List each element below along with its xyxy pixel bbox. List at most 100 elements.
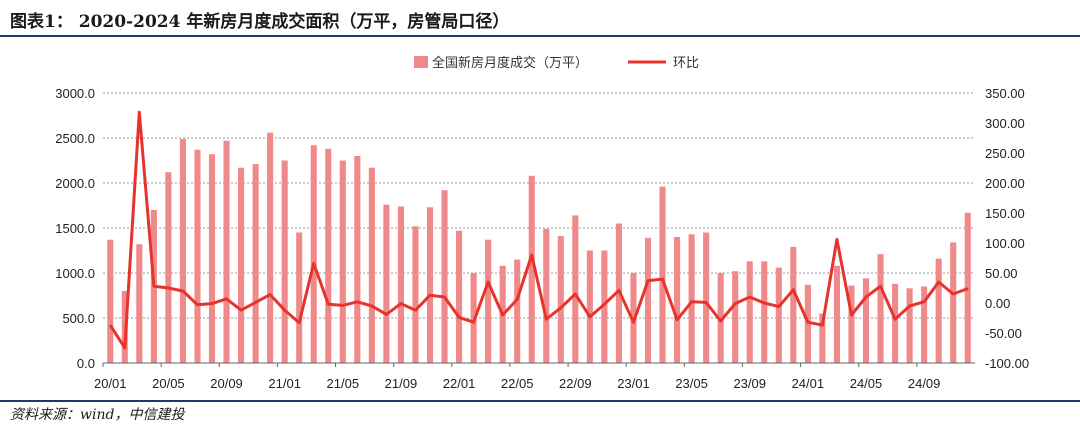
line-point (414, 309, 417, 312)
line-point (545, 318, 548, 321)
line-point (443, 296, 446, 298)
y-right-tick-label: 50.00 (985, 266, 1018, 281)
bar (761, 261, 768, 363)
line-point (879, 285, 882, 288)
bar (877, 254, 884, 363)
line-path (109, 110, 969, 350)
bar (746, 261, 753, 363)
line-point (719, 320, 722, 322)
bar (572, 215, 579, 363)
bar (485, 239, 492, 363)
line-point (560, 307, 562, 309)
grid-lines (103, 92, 975, 319)
line-point (153, 285, 155, 288)
line-point (530, 254, 533, 256)
bar (732, 271, 739, 363)
line-point (225, 298, 228, 300)
bar (325, 148, 332, 363)
bar (833, 265, 840, 363)
y-left-tick-label: 500.0 (62, 311, 95, 326)
y-right-tick-label: 250.00 (985, 146, 1025, 161)
bar (412, 226, 419, 363)
line-point (487, 281, 489, 283)
bar (354, 156, 361, 363)
y-right-tick-label: 0.00 (985, 296, 1010, 311)
line-point (167, 287, 170, 289)
line-point (211, 302, 213, 305)
line-point (589, 316, 591, 318)
line-point (632, 321, 635, 324)
line-point (516, 298, 518, 301)
y-axis-left: 0.0 500.0 1000.0 1500.0 2000.0 2500.0 3000.0 (55, 86, 95, 371)
line-point (196, 304, 199, 306)
line-point (865, 296, 867, 298)
line-point (109, 324, 112, 327)
line-point (618, 289, 620, 292)
bar (208, 154, 216, 363)
line-point (923, 301, 925, 303)
y-right-tick-label: 200.00 (985, 176, 1025, 191)
bar (921, 286, 928, 363)
bar (238, 167, 245, 363)
x-tick-label: 24/01 (792, 376, 825, 391)
y-right-tick-label: 100.00 (985, 236, 1025, 251)
chart-title: 图表1： 2020-2024 年新房月度成交面积（万平，房管局口径） (10, 12, 510, 32)
chart: 0.0 500.0 1000.0 1500.0 2000.0 2500.0 3000.0 -… (55, 55, 1029, 391)
line-point (269, 293, 271, 296)
line-point (342, 304, 344, 307)
bar (179, 138, 186, 363)
bar (557, 236, 564, 363)
bar (368, 167, 375, 363)
x-tick-label: 21/01 (268, 376, 301, 391)
bar (674, 237, 681, 363)
x-tick-label: 23/05 (675, 376, 708, 391)
x-tick-label: 23/09 (733, 376, 766, 391)
bar (281, 160, 288, 363)
line-point (298, 322, 301, 324)
line-point (937, 281, 940, 283)
x-tick-label: 24/05 (850, 376, 883, 391)
bar (906, 288, 913, 363)
bar (601, 250, 608, 363)
bar (819, 313, 826, 363)
line-point (472, 321, 475, 324)
line-point (240, 309, 242, 312)
line-point (647, 280, 649, 282)
line-series (109, 110, 969, 350)
line-point (966, 287, 969, 290)
x-tick-label: 23/01 (617, 376, 650, 391)
bar (586, 250, 593, 363)
bar (426, 207, 434, 363)
line-point (400, 302, 402, 305)
line-point (312, 262, 315, 265)
bar-series (107, 132, 971, 363)
bar (543, 228, 550, 363)
legend-label-line: 环比 (673, 56, 699, 71)
bar (514, 259, 521, 363)
line-point (690, 301, 693, 303)
bar (528, 175, 535, 363)
y-axis-right: -100.00 -50.00 0.00 50.00 100.00 150.00 200.00… (985, 86, 1029, 371)
legend-label-bar: 全国新房月度成交（万平） (432, 55, 588, 71)
line-point (371, 305, 373, 307)
y-left-tick-label: 0.0 (77, 356, 95, 371)
bar (223, 140, 230, 363)
line-point (385, 313, 388, 316)
y-left-tick-label: 1000.0 (55, 266, 95, 281)
bottom-rule (0, 400, 1080, 402)
x-tick-label: 24/09 (908, 376, 941, 391)
bar (296, 232, 303, 363)
y-left-tick-label: 2500.0 (55, 131, 95, 146)
x-tick-label: 20/05 (152, 376, 185, 391)
bar (383, 204, 390, 363)
line-point (748, 296, 751, 298)
x-axis: 20/01 20/05 20/09 21/01 21/05 21/09 22/01 22/05… (94, 362, 975, 391)
y-right-tick-label: -100.00 (985, 356, 1029, 371)
line-point (734, 302, 736, 305)
y-right-tick-label: 300.00 (985, 116, 1025, 131)
title-bar: 图表1： 2020-2024 年新房月度成交面积（万平，房管局口径） (0, 0, 1080, 40)
bar (950, 242, 957, 363)
line-point (850, 314, 853, 316)
bar (659, 186, 666, 363)
x-tick-label: 20/01 (94, 376, 127, 391)
